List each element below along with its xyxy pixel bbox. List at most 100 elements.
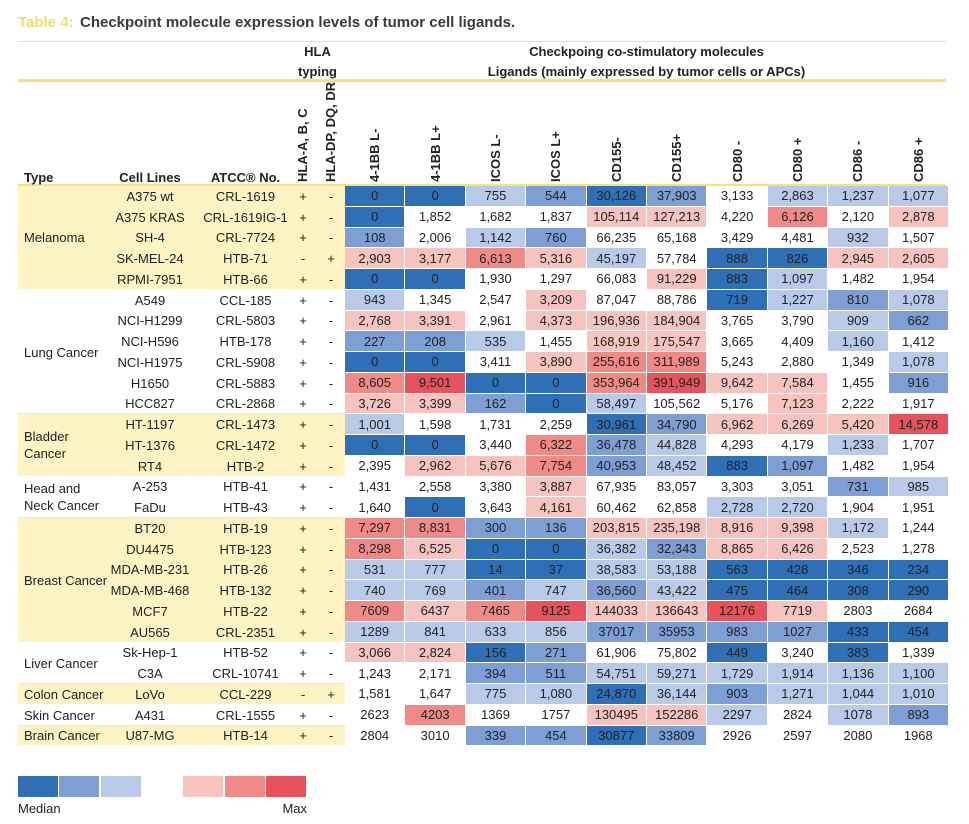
cell-line: HCC827: [125, 396, 175, 412]
hla-typing: +: [299, 417, 307, 433]
expression-cell: 58,497: [586, 393, 647, 415]
hla-typing: -: [328, 354, 334, 370]
expression-cell: 308: [828, 580, 889, 601]
expression-cell: 1,954: [888, 269, 949, 290]
expression-cell: 1,349: [828, 352, 889, 373]
expression-cell: 2,903: [345, 248, 406, 269]
expression-cell: 883: [707, 269, 768, 290]
expression-cell: 34,790: [647, 414, 708, 435]
expression-cell: 0: [405, 435, 466, 456]
expression-cell: 339: [465, 725, 527, 747]
expression-cell: 8,605: [345, 372, 406, 394]
hla-typing: +: [299, 520, 307, 536]
group-band: [18, 642, 345, 684]
atcc-no: HTB-52: [223, 645, 268, 661]
expression-cell: 0: [345, 186, 406, 207]
expression-cell: 740: [345, 580, 406, 601]
expression-cell: 75,802: [647, 642, 708, 664]
expression-cell: 227: [345, 331, 406, 352]
expression-cell: 1,731: [465, 414, 527, 435]
expression-cell: 2623: [345, 704, 406, 726]
expression-cell: 1,682: [465, 206, 527, 228]
expression-cell: 1,707: [888, 435, 949, 456]
expression-cell: 7,297: [345, 518, 406, 539]
expression-cell: 1,227: [767, 289, 829, 311]
expression-cell: 0: [405, 497, 466, 518]
expression-cell: 1,078: [888, 352, 949, 373]
group-band: [18, 186, 345, 290]
column-header: CD155+: [669, 133, 685, 182]
hla-header: HLA: [304, 44, 331, 59]
cell-line: NCI-H1975: [117, 354, 183, 370]
expression-cell: 30877: [586, 725, 647, 747]
hla-typing: +: [299, 313, 307, 329]
expression-cell: 454: [526, 725, 587, 747]
expression-cell: 1,100: [888, 663, 949, 684]
expression-cell: 760: [526, 227, 587, 249]
expression-cell: 1,271: [767, 684, 829, 705]
expression-cell: 2,880: [767, 352, 829, 373]
expression-cell: 43,422: [647, 580, 708, 601]
expression-cell: 2,006: [405, 227, 466, 249]
hla-typing: -: [328, 375, 334, 391]
legend-label: Max: [282, 801, 307, 816]
expression-cell: 6,613: [465, 248, 527, 269]
expression-cell: 6,269: [767, 414, 829, 435]
expression-cell: 1,237: [828, 186, 889, 207]
expression-cell: 1968: [888, 725, 949, 747]
expression-cell: 383: [828, 642, 889, 664]
expression-cell: 3,240: [767, 642, 829, 664]
expression-cell: 932: [828, 227, 889, 249]
legend-swatch: [224, 776, 265, 797]
cell-line: U87-MG: [125, 728, 175, 744]
expression-cell: 983: [707, 621, 768, 643]
hla-typing: -: [328, 230, 334, 246]
expression-cell: 1,951: [888, 497, 949, 518]
hla-typing: +: [299, 583, 307, 599]
atcc-no: CRL-10741: [212, 666, 279, 682]
expression-cell: 36,478: [586, 435, 647, 456]
expression-cell: 60,462: [586, 497, 647, 518]
expression-cell: 0: [405, 269, 466, 290]
expression-cell: 2824: [767, 704, 829, 726]
expression-cell: 62,858: [647, 497, 708, 518]
expression-cell: 2,259: [526, 414, 587, 435]
atcc-no: HTB-178: [219, 334, 272, 350]
type-label: Head and Neck Cancer: [24, 481, 100, 514]
expression-cell: 531: [345, 559, 406, 581]
hla-typing: +: [299, 230, 307, 246]
column-header: Type: [24, 170, 54, 185]
column-header: CD80 -: [729, 140, 745, 182]
hla-typing: +: [299, 645, 307, 661]
expression-cell: 1,345: [405, 289, 466, 311]
hla-typing: +: [299, 188, 307, 204]
column-header: HLA-A, B, C: [295, 108, 310, 182]
expression-cell: 755: [465, 186, 527, 207]
expression-cell: 1027: [767, 621, 829, 643]
expression-cell: 2,395: [345, 455, 406, 477]
legend-swatch: [141, 776, 182, 797]
expression-cell: 35953: [647, 621, 708, 643]
expression-cell: 36,382: [586, 538, 647, 560]
expression-cell: 401: [465, 580, 527, 601]
group-band: [18, 476, 345, 518]
cell-line: Sk-Hep-1: [122, 645, 178, 661]
expression-cell: 57,784: [647, 248, 708, 269]
expression-cell: 1,640: [345, 497, 406, 518]
expression-cell: 6,322: [526, 435, 587, 456]
hla-typing: +: [299, 707, 307, 723]
atcc-no: CRL-5803: [215, 313, 276, 329]
expression-cell: 511: [526, 663, 587, 684]
expression-cell: 3,399: [405, 393, 466, 415]
expression-cell: 8,916: [707, 518, 768, 539]
cell-line: RPMI-7951: [117, 271, 183, 287]
column-header: 4-1BB L+: [427, 125, 443, 182]
expression-cell: 37: [526, 559, 587, 581]
expression-cell: 208: [405, 331, 466, 352]
expression-cell: 1078: [828, 704, 889, 726]
hla-typing: -: [328, 271, 334, 287]
expression-cell: 2297: [707, 704, 768, 726]
expression-cell: 1,080: [526, 684, 587, 705]
hla-typing: -: [328, 645, 334, 661]
expression-cell: 105,114: [586, 206, 647, 228]
